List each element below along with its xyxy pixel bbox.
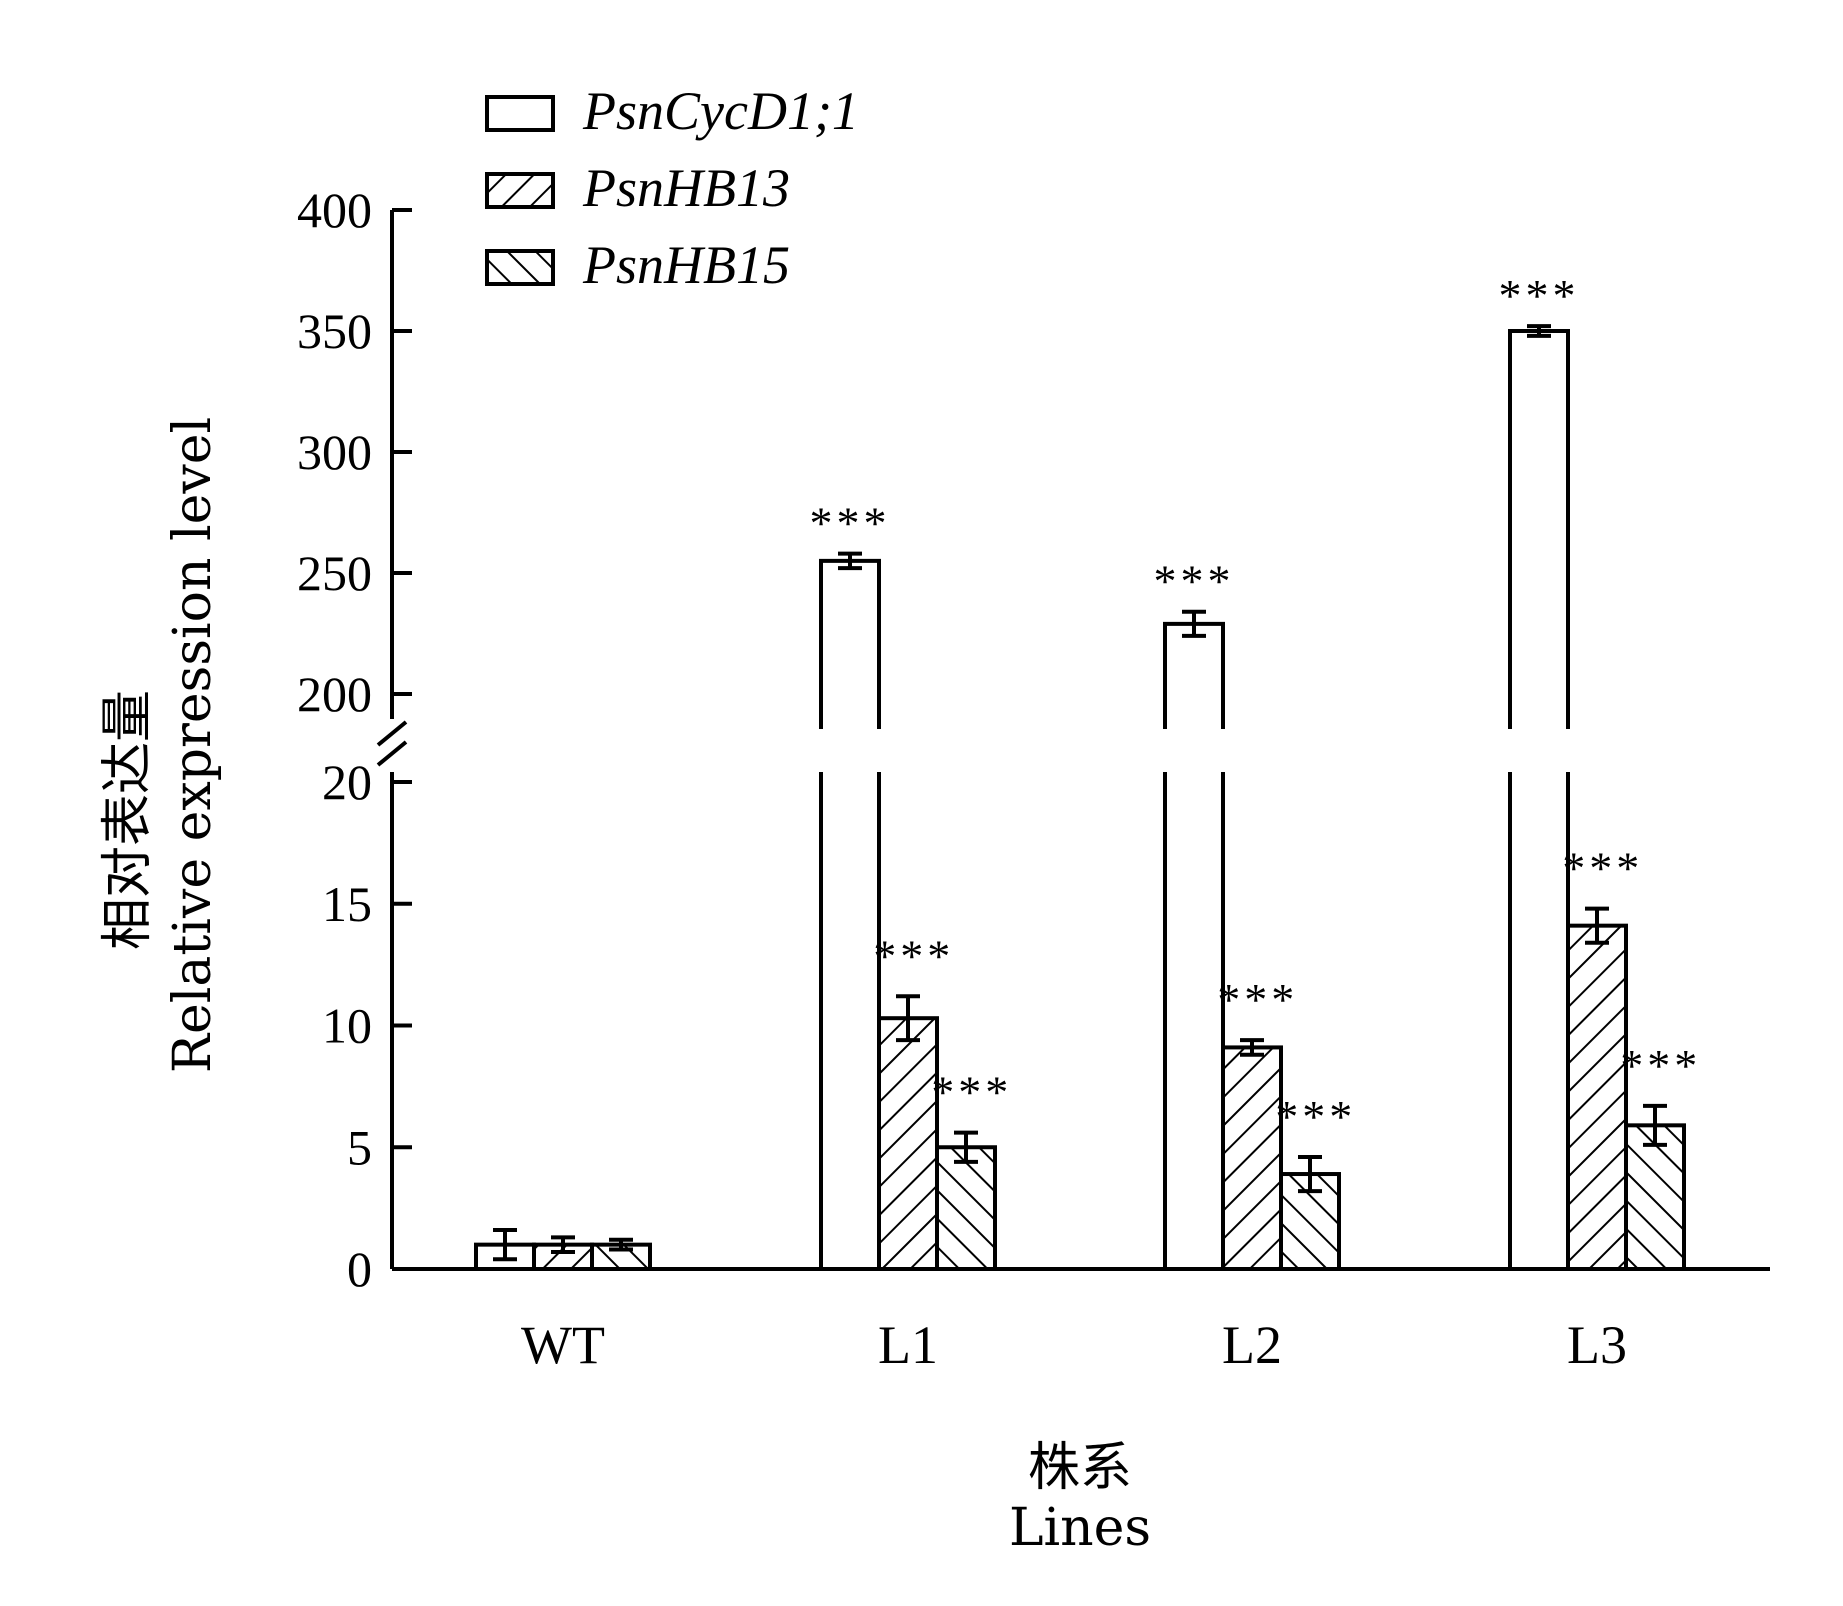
y-axis-title-english: Relative expression level [163,417,223,1073]
x-tick-label: L2 [1222,1315,1282,1375]
legend-swatch [485,249,555,286]
significance-label: *** [1562,843,1643,894]
bar [1508,772,1570,1269]
x-axis-title-chinese: 株系 [1028,1438,1132,1498]
bar [1221,1045,1283,1272]
bar-fill [1510,331,1568,729]
y-tick-label: 250 [297,545,372,601]
significance-label: *** [810,498,891,549]
x-tick-label: L1 [878,1315,938,1375]
bar [1566,923,1628,1271]
x-tick-label: L3 [1567,1315,1627,1375]
y-tick-label: 350 [297,303,372,359]
y-tick-label: 200 [297,666,372,722]
axis-break-mark [376,740,408,767]
bar [1624,1123,1686,1271]
significance-label: *** [1275,1091,1356,1142]
legend-swatch [485,172,555,209]
significance-label: *** [1620,1040,1701,1091]
y-tick-label: 15 [322,876,372,932]
bar [819,772,881,1269]
bar-fill [821,560,879,729]
y-tick-label: 20 [322,754,372,810]
significance-label: *** [1499,270,1580,321]
legend-label: PsnHB15 [582,235,790,295]
y-tick-label: 10 [322,998,372,1054]
axis-break-mark [376,720,408,747]
y-tick-label: 400 [297,182,372,238]
y-tick-label: 5 [347,1119,372,1175]
legend-label: PsnCycD1;1 [582,81,859,141]
y-tick-label: 300 [297,424,372,480]
significance-label: *** [931,1067,1012,1118]
x-tick-label: WT [521,1315,605,1375]
significance-label: *** [1217,974,1298,1025]
significance-label: *** [873,930,954,981]
bar [1163,772,1225,1269]
bars: WT L1 L2 L3 *** *** *** *** *** *** *** *** *** [474,270,1701,1375]
legend: PsnCycD1;1 PsnHB13 PsnHB15 [485,81,859,295]
y-axis-title-chinese: 相对表达量 [98,690,158,950]
y-tick-label: 0 [347,1241,372,1297]
axes: 0 5 10 15 20 200 250 300 350 400 [297,182,1770,1297]
legend-swatch [485,95,555,132]
bar [935,1145,997,1271]
x-axis-title-english: Lines [1009,1498,1151,1558]
bar-fill [1165,623,1223,729]
bar [877,1016,939,1271]
significance-label: *** [1154,556,1235,607]
legend-label: PsnHB13 [582,158,790,218]
